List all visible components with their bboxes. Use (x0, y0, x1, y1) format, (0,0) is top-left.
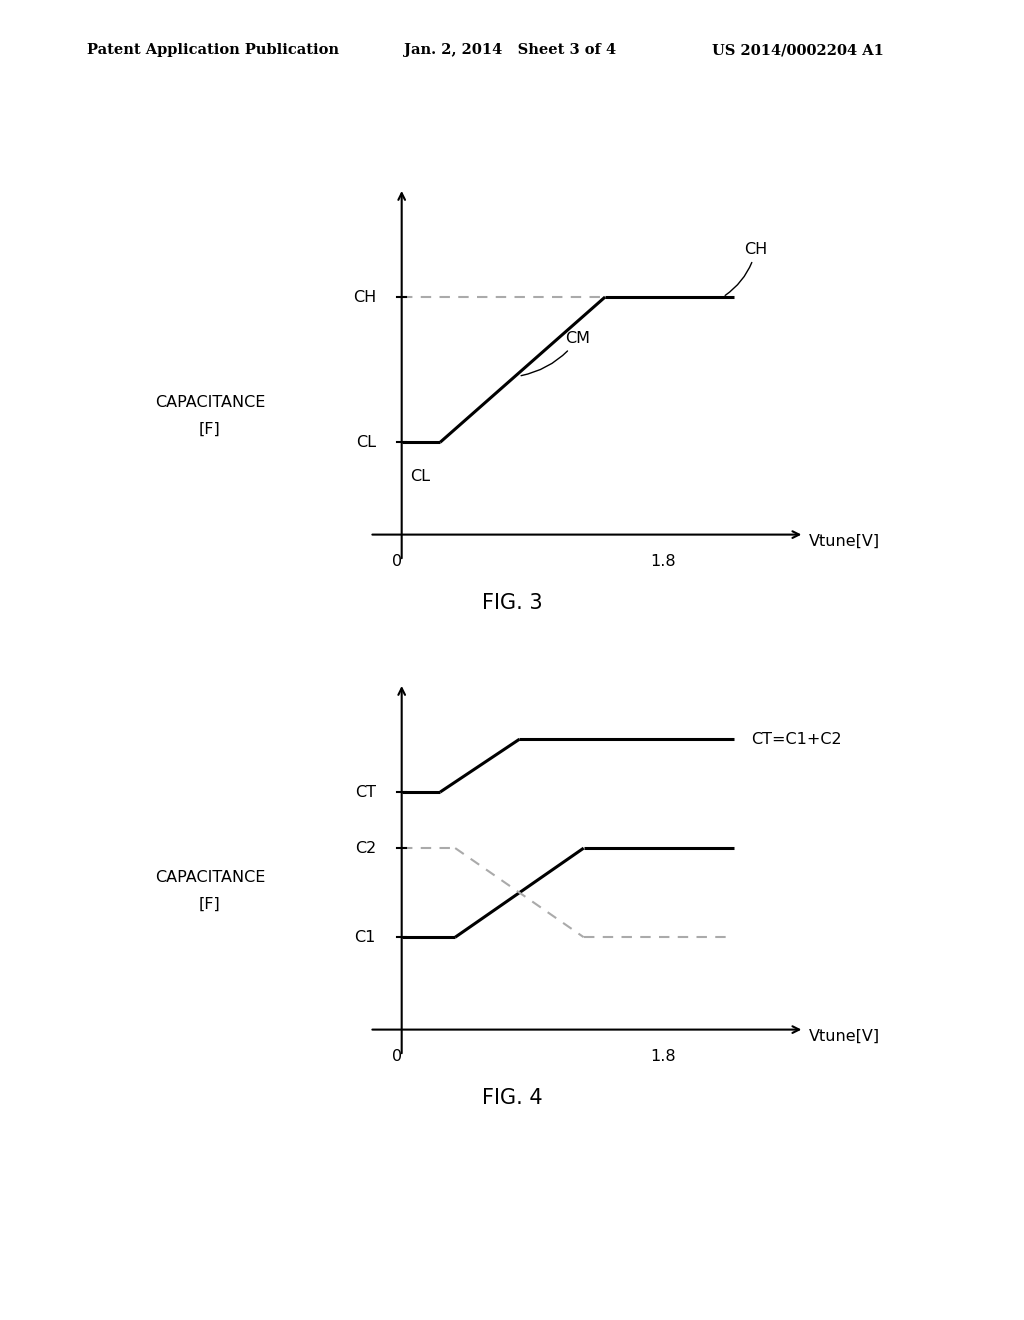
Text: Patent Application Publication: Patent Application Publication (87, 44, 339, 57)
Text: Vtune[V]: Vtune[V] (809, 1028, 880, 1044)
Text: 1.8: 1.8 (650, 554, 676, 569)
Text: C2: C2 (354, 841, 376, 855)
Text: 0: 0 (392, 554, 402, 569)
Text: FIG. 3: FIG. 3 (481, 593, 543, 614)
Text: 0: 0 (392, 1049, 402, 1064)
Text: CT=C1+C2: CT=C1+C2 (751, 731, 842, 747)
Text: Jan. 2, 2014   Sheet 3 of 4: Jan. 2, 2014 Sheet 3 of 4 (404, 44, 616, 57)
Text: CT: CT (355, 784, 376, 800)
Text: CH: CH (725, 242, 768, 296)
Text: CAPACITANCE: CAPACITANCE (155, 870, 265, 886)
Text: 1.8: 1.8 (650, 1049, 676, 1064)
Text: CL: CL (356, 434, 376, 450)
Text: Vtune[V]: Vtune[V] (809, 533, 880, 549)
Text: CH: CH (352, 289, 376, 305)
Text: [F]: [F] (199, 421, 221, 437)
Text: C1: C1 (354, 929, 376, 945)
Text: [F]: [F] (199, 896, 221, 912)
Text: CL: CL (411, 469, 430, 483)
Text: US 2014/0002204 A1: US 2014/0002204 A1 (712, 44, 884, 57)
Text: CAPACITANCE: CAPACITANCE (155, 395, 265, 411)
Text: CM: CM (521, 331, 591, 376)
Text: FIG. 4: FIG. 4 (481, 1088, 543, 1109)
